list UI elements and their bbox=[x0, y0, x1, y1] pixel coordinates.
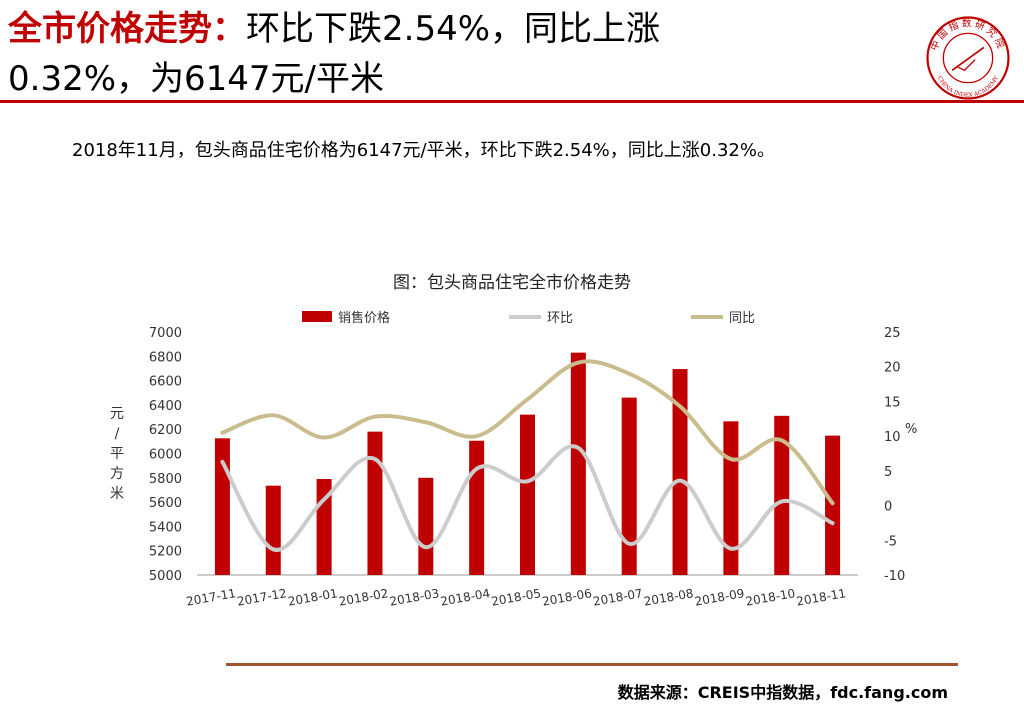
price-bar-2018-04 bbox=[469, 440, 485, 575]
legend-yoy-label: 同比 bbox=[729, 311, 755, 326]
right-axis-ticks: -10 -5 0 5 10 15 20 25 bbox=[884, 326, 905, 584]
right-axis-title: % bbox=[905, 422, 917, 437]
x-tick-label: 2017-11 bbox=[185, 586, 237, 608]
rate-lines bbox=[220, 359, 835, 552]
page-title: 全市价格走势：环比下跌2.54%，同比上涨 0.32%，为6147元/平米 bbox=[8, 4, 908, 104]
right-tick-label: 0 bbox=[884, 500, 892, 515]
right-tick-label: 15 bbox=[884, 395, 901, 410]
summary-text: 2018年11月，包头商品住宅价格为6147元/平米，环比下跌2.54%，同比上… bbox=[72, 140, 775, 161]
left-tick-label: 5000 bbox=[149, 569, 182, 584]
right-tick-label: -10 bbox=[884, 569, 905, 584]
x-tick-label: 2018-11 bbox=[795, 586, 847, 608]
left-axis-char: / bbox=[115, 426, 120, 442]
price-trend-chart: 图：包头商品住宅全市价格走势 销售价格 环比 同比 元 / 平 方 米 % 50… bbox=[110, 273, 917, 609]
x-tick-label: 2018-10 bbox=[744, 586, 796, 608]
price-bar-2018-08 bbox=[672, 369, 688, 575]
price-bar-2018-03 bbox=[418, 477, 434, 575]
left-tick-label: 6800 bbox=[149, 350, 182, 365]
x-tick-label: 2017-12 bbox=[236, 586, 288, 608]
left-axis-char: 米 bbox=[110, 486, 124, 502]
price-bar-2018-10 bbox=[774, 415, 790, 575]
left-axis-title: 元 / 平 方 米 bbox=[110, 406, 124, 502]
svg-text:CHINA INDEX ACADEMY: CHINA INDEX ACADEMY bbox=[936, 75, 1000, 98]
title-divider bbox=[0, 100, 1024, 103]
left-axis-char: 方 bbox=[110, 466, 124, 482]
x-tick-label: 2018-04 bbox=[439, 586, 491, 608]
legend: 销售价格 环比 同比 bbox=[302, 310, 755, 326]
x-tick-label: 2018-02 bbox=[338, 586, 390, 608]
x-axis-labels: 2017-11 2017-12 2018-01 2018-02 2018-03 2018-… bbox=[185, 586, 847, 608]
right-tick-label: -5 bbox=[884, 534, 897, 549]
x-tick-label: 2018-03 bbox=[389, 586, 441, 608]
price-bar-2018-06 bbox=[570, 352, 586, 575]
price-bar-2017-12 bbox=[265, 485, 281, 575]
price-bar-2018-05 bbox=[520, 414, 535, 575]
x-tick-label: 2018-01 bbox=[287, 586, 339, 608]
chart-title: 图：包头商品住宅全市价格走势 bbox=[393, 273, 631, 293]
x-tick-label: 2018-06 bbox=[541, 586, 593, 608]
svg-text:中国指数研究院: 中国指数研究院 bbox=[927, 16, 1009, 52]
right-tick-label: 5 bbox=[884, 465, 892, 480]
left-tick-label: 6600 bbox=[149, 375, 182, 390]
price-bar-2018-09 bbox=[723, 421, 739, 575]
x-tick-label: 2018-05 bbox=[490, 586, 542, 608]
logo-name-text: 中国指数研究院 bbox=[927, 16, 1006, 52]
x-tick-label: 2018-07 bbox=[592, 586, 644, 608]
left-axis-char: 元 bbox=[110, 406, 124, 422]
x-tick-label: 2018-08 bbox=[643, 586, 695, 608]
left-tick-label: 6400 bbox=[149, 399, 182, 414]
legend-price-swatch bbox=[302, 311, 332, 322]
x-tick-label: 2018-09 bbox=[694, 586, 746, 608]
price-bar-2018-02 bbox=[367, 431, 383, 575]
left-tick-label: 7000 bbox=[149, 326, 182, 341]
mom-line bbox=[220, 444, 835, 552]
price-bar-2018-07 bbox=[621, 397, 637, 575]
right-tick-label: 10 bbox=[884, 430, 901, 445]
left-axis-char: 平 bbox=[110, 446, 124, 462]
left-tick-label: 6000 bbox=[149, 448, 182, 463]
left-tick-label: 5200 bbox=[149, 545, 182, 560]
title-line1-rest: 环比下跌2.54%，同比上涨 bbox=[246, 9, 661, 49]
left-tick-label: 5400 bbox=[149, 520, 182, 535]
left-tick-label: 6200 bbox=[149, 423, 182, 438]
right-tick-label: 20 bbox=[884, 361, 901, 376]
logo-english-text: CHINA INDEX ACADEMY bbox=[936, 75, 1000, 98]
right-tick-label: 25 bbox=[884, 326, 901, 341]
legend-price-label: 销售价格 bbox=[338, 310, 390, 326]
left-axis-ticks: 5000 5200 5400 5600 5800 6000 6200 6400 6600 6800… bbox=[149, 326, 182, 584]
left-tick-label: 5800 bbox=[149, 472, 182, 487]
yoy-line bbox=[220, 359, 835, 506]
price-bar-2017-11 bbox=[214, 438, 230, 575]
title-highlight: 全市价格走势： bbox=[8, 9, 246, 49]
source-divider bbox=[226, 663, 958, 666]
source-text: 数据来源：CREIS中指数据，fdc.fang.com bbox=[617, 683, 948, 702]
title-line2: 0.32%，为6147元/平米 bbox=[8, 59, 384, 99]
china-index-academy-logo: 中国指数研究院 CHINA INDEX ACADEMY bbox=[926, 16, 1010, 100]
legend-mom-label: 环比 bbox=[547, 311, 573, 326]
left-tick-label: 5600 bbox=[149, 496, 182, 511]
price-bars bbox=[214, 352, 841, 575]
